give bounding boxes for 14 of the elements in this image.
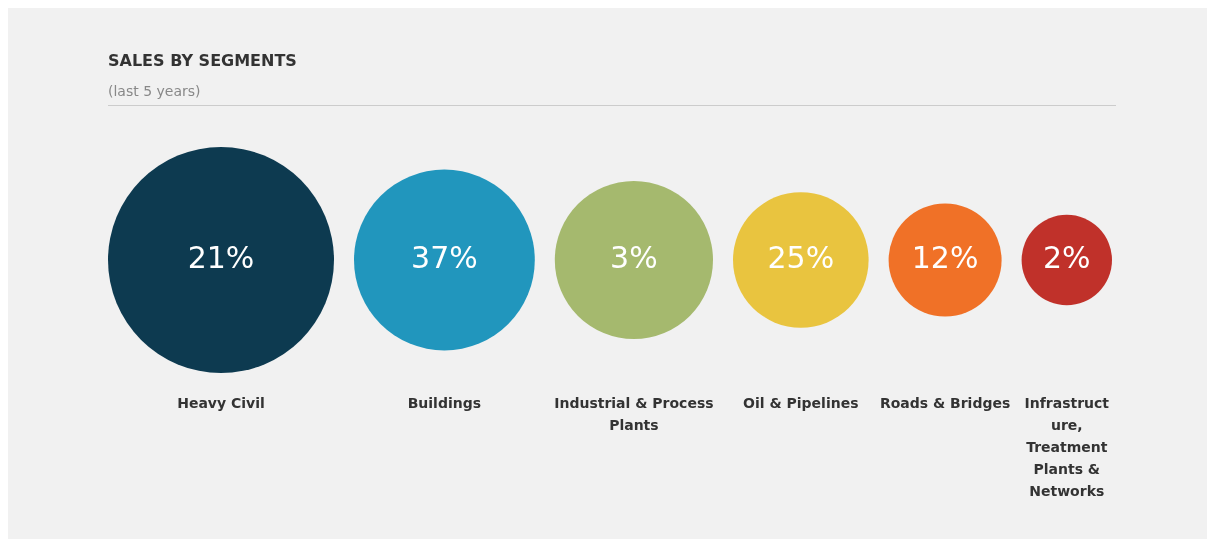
data-label: 37% [411,239,478,275]
text: (last 5 years) [108,83,201,99]
data-label: 25% [767,239,835,275]
category-label: Heavy Civil [176,394,266,413]
data-label: 21% [187,239,255,275]
category-label: Infrastructure, Treatment Plants & Networks [1023,394,1111,501]
data-label: 3% [610,239,658,275]
data-label: 12% [911,239,979,275]
category-label: Oil & Pipelines [743,395,859,411]
category-label: Buildings [406,394,483,413]
category-label: Roads & Bridges [879,395,1011,411]
text: SALES BY SEGMENTS [108,51,297,70]
category-label: Industrial & Process Plants [553,394,715,435]
data-label: 2% [1043,239,1091,275]
